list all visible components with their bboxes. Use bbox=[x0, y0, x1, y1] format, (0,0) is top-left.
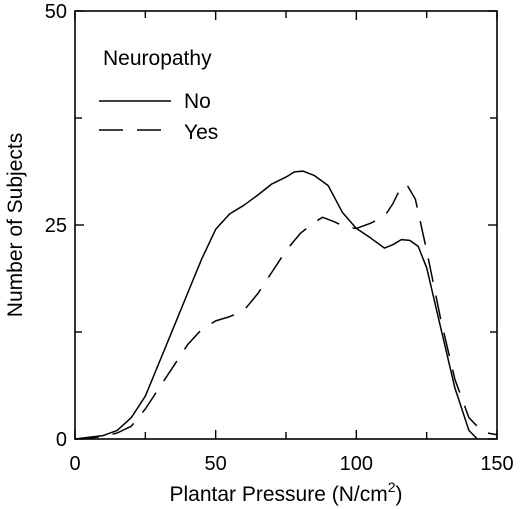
series-line-yes bbox=[74, 184, 498, 440]
x-axis-title: Plantar Pressure (N/cm2) bbox=[169, 479, 402, 506]
x-tick-label: 0 bbox=[69, 453, 80, 475]
x-axis-title-superscript: 2 bbox=[388, 479, 396, 495]
y-tick-label: 25 bbox=[45, 215, 67, 237]
legend-label-yes: Yes bbox=[184, 121, 218, 144]
y-tick-label: 0 bbox=[56, 429, 67, 451]
x-tick-label: 50 bbox=[205, 453, 227, 475]
legend-title: Neuropathy bbox=[103, 47, 212, 70]
legend: Neuropathy No Yes bbox=[99, 47, 218, 144]
legend-label-no: No bbox=[184, 90, 211, 113]
y-axis-title: Number of Subjects bbox=[4, 133, 27, 317]
axis-ticks bbox=[74, 10, 498, 440]
x-tick-label: 150 bbox=[480, 453, 513, 475]
tick-labels: 0 50 100 150 0 25 50 bbox=[45, 1, 514, 475]
series-line-no bbox=[74, 170, 478, 440]
x-axis-title-tail: ) bbox=[396, 483, 403, 506]
y-tick-label: 50 bbox=[45, 1, 67, 23]
plot-frame bbox=[74, 10, 498, 440]
series-layer bbox=[74, 170, 498, 440]
x-tick-label: 100 bbox=[340, 453, 373, 475]
